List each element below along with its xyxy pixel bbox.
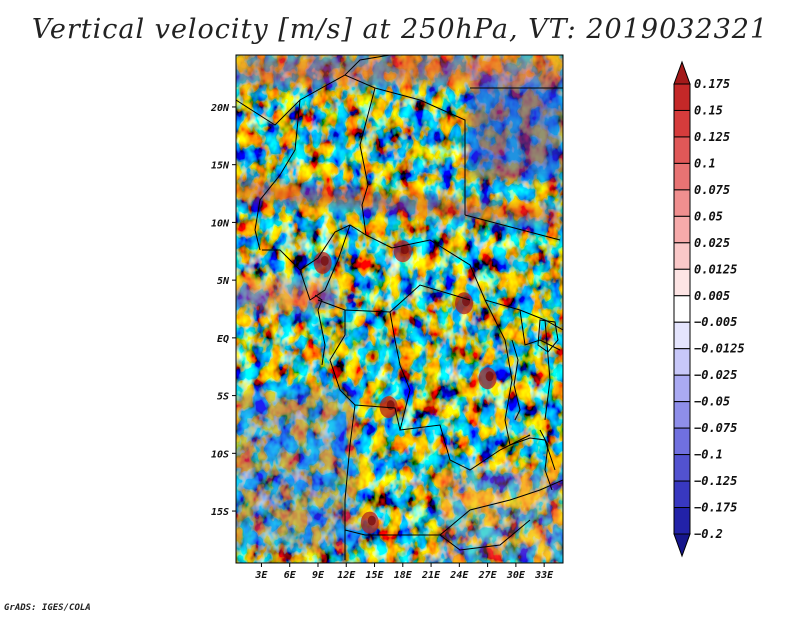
colorbar-swatch [673, 321, 691, 350]
x-tick-label: 15E [365, 570, 384, 581]
colorbar-swatch [673, 83, 691, 111]
colorbar-swatch [673, 242, 691, 270]
colorbar-label: −0.175 [694, 501, 737, 515]
colorbar-label: −0.0125 [694, 342, 745, 356]
x-tick-label: 12E [337, 570, 356, 581]
updraft-core [400, 244, 409, 255]
x-tick-label: 9E [312, 570, 325, 581]
colorbar-swatch [673, 189, 691, 217]
country-borders [236, 55, 563, 560]
colorbar-swatch [673, 401, 691, 429]
velocity-field [236, 55, 563, 563]
colorbar-label: −0.075 [694, 421, 737, 435]
updraft-core [386, 400, 395, 411]
colorbar-swatch [673, 109, 691, 138]
colorbar-swatch [673, 427, 691, 456]
colorbar: 0.175 0.15 0.125 0.1 0.075 0.05 0.025 0.0125 0.0… [673, 60, 745, 558]
software-credit: GrADS: IGES/COLA [4, 603, 91, 613]
x-tick-label: 33E [534, 570, 554, 581]
colorbar-label: −0.2 [694, 527, 723, 541]
chart-title: Vertical velocity [m/s] at 250hPa, VT: 2… [31, 14, 769, 45]
colorbar-label: 0.05 [694, 209, 723, 223]
y-tick-label: 10N [211, 218, 230, 229]
y-tick-label: 10S [211, 449, 229, 460]
x-axis: 3E 6E 9E 12E 15E 18E 21E 24E 27E 30E 33E [254, 563, 554, 581]
colorbar-swatch [673, 136, 691, 164]
y-tick-label: 15S [211, 507, 229, 518]
colorbar-label: −0.025 [694, 368, 737, 382]
colorbar-label: −0.1 [694, 448, 723, 462]
colorbar-bottom-arrow [673, 533, 691, 558]
colorbar-swatch [673, 295, 691, 323]
x-tick-label: 21E [421, 570, 441, 581]
map-frame [235, 54, 564, 564]
updraft-core [367, 515, 376, 526]
colorbar-label: 0.005 [694, 289, 730, 303]
colorbar-swatch [673, 348, 691, 376]
y-tick-label: 5N [217, 276, 230, 287]
colorbar-label: 0.0125 [694, 262, 737, 276]
colorbar-swatch [673, 162, 691, 191]
y-tick-label: EQ [217, 334, 229, 345]
updraft-core [320, 255, 329, 266]
colorbar-top-arrow [673, 60, 691, 85]
colorbar-label: 0.025 [694, 236, 730, 250]
y-axis: 20N 15N 10N 5N EQ 5S 10S 15S [210, 103, 236, 518]
x-tick-label: 24E [449, 570, 469, 581]
x-tick-label: 18E [394, 570, 413, 581]
y-tick-label: 5S [217, 392, 229, 403]
colorbar-label: −0.125 [694, 474, 737, 488]
colorbar-swatch [673, 268, 691, 297]
colorbar-label: 0.1 [694, 156, 716, 170]
x-tick-label: 6E [284, 570, 297, 581]
colorbar-swatch [673, 454, 691, 482]
colorbar-label: −0.005 [694, 315, 737, 329]
y-tick-label: 20N [210, 103, 230, 114]
colorbar-label: 0.075 [694, 183, 730, 197]
colorbar-label: 0.15 [694, 103, 723, 117]
x-tick-label: 27E [478, 570, 498, 581]
updraft-core [485, 371, 494, 382]
y-tick-label: 15N [211, 161, 230, 172]
x-tick-label: 3E [254, 570, 268, 581]
colorbar-label: 0.175 [694, 77, 730, 91]
x-tick-label: 30E [506, 570, 526, 581]
colorbar-swatch [673, 215, 691, 244]
colorbar-swatch [673, 374, 691, 403]
colorbar-label: −0.05 [694, 395, 730, 409]
colorbar-swatch [673, 507, 691, 535]
colorbar-label: 0.125 [694, 130, 730, 144]
colorbar-swatch [673, 480, 691, 509]
